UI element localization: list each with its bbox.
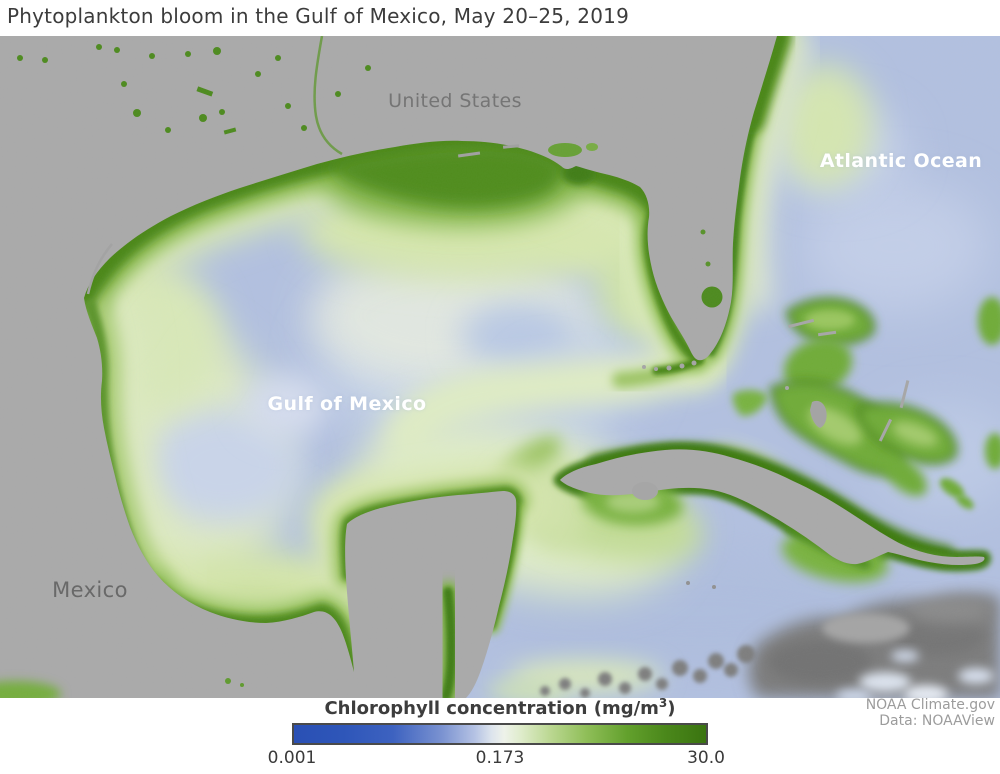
legend-title-text: Chlorophyll concentration bbox=[324, 698, 588, 719]
satellite-grain-texture bbox=[0, 36, 1000, 698]
colorbar-tick-min: 0.001 bbox=[267, 748, 317, 768]
map-region: United States Atlantic Ocean Gulf of Mex… bbox=[0, 36, 1000, 698]
map-label-atlantic-ocean: Atlantic Ocean bbox=[819, 150, 983, 172]
credit-line-1: NOAA Climate.gov bbox=[865, 697, 995, 713]
legend-title: Chlorophyll concentration (mg/m3) bbox=[0, 696, 1000, 719]
map-label-united-states: United States bbox=[388, 90, 522, 112]
map-label-gulf-of-mexico: Gulf of Mexico bbox=[267, 393, 427, 415]
colorbar-tick-mid: 0.173 bbox=[475, 748, 525, 768]
map-label-mexico: Mexico bbox=[52, 578, 128, 602]
colorbar bbox=[292, 723, 708, 745]
page-title: Phytoplankton bloom in the Gulf of Mexic… bbox=[7, 4, 629, 28]
map-canvas bbox=[0, 36, 1000, 698]
credit-line-2: Data: NOAAView bbox=[879, 713, 995, 729]
legend-units: (mg/m3) bbox=[593, 696, 676, 719]
colorbar-tick-max: 30.0 bbox=[687, 748, 725, 768]
credits: NOAA Climate.gov Data: NOAAView bbox=[866, 697, 995, 729]
